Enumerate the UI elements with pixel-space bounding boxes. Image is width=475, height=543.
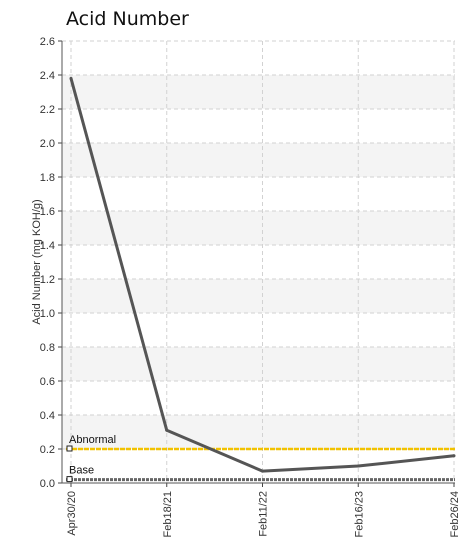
y-tick-label: 2.6 xyxy=(40,36,55,48)
data-point xyxy=(69,76,73,80)
background-band xyxy=(62,347,455,381)
y-tick-label: 1.8 xyxy=(40,172,55,184)
x-tick-label: Feb18/21 xyxy=(162,491,174,537)
data-point xyxy=(356,464,360,468)
y-tick-label: 0.8 xyxy=(40,342,55,354)
background-band xyxy=(62,415,455,449)
y-tick-label: 1.2 xyxy=(40,274,55,286)
y-tick-label: 2.0 xyxy=(40,138,55,150)
y-tick-label: 0.4 xyxy=(40,410,55,422)
y-tick-label: 1.4 xyxy=(40,240,55,252)
data-point xyxy=(165,428,169,432)
background-band xyxy=(62,279,455,313)
y-tick-label: 1.0 xyxy=(40,308,55,320)
y-tick-label: 1.6 xyxy=(40,206,55,218)
x-tick-label: Feb16/23 xyxy=(353,491,365,537)
y-tick-label: 2.2 xyxy=(40,104,55,116)
y-tick-label: 0.6 xyxy=(40,376,55,388)
y-tick-label: 0.0 xyxy=(40,478,55,490)
background-band xyxy=(62,211,455,245)
reference-label-base: Base xyxy=(69,465,94,477)
x-tick-label: Feb26/24 xyxy=(449,491,461,537)
background-band xyxy=(62,75,455,109)
chart-title: Acid Number xyxy=(66,8,189,30)
reference-label-abnormal: Abnormal xyxy=(69,434,116,446)
data-point xyxy=(452,454,456,458)
x-tick-label: Apr30/20 xyxy=(66,491,78,536)
x-tick-label: Feb11/22 xyxy=(258,491,270,537)
reference-marker xyxy=(66,445,73,452)
reference-marker xyxy=(66,476,73,483)
y-axis-label: Acid Number (mg KOH/g) xyxy=(31,199,43,324)
y-tick-label: 2.4 xyxy=(40,70,55,82)
data-point xyxy=(261,469,264,473)
y-tick-label: 0.2 xyxy=(40,444,55,456)
background-band xyxy=(62,143,455,177)
